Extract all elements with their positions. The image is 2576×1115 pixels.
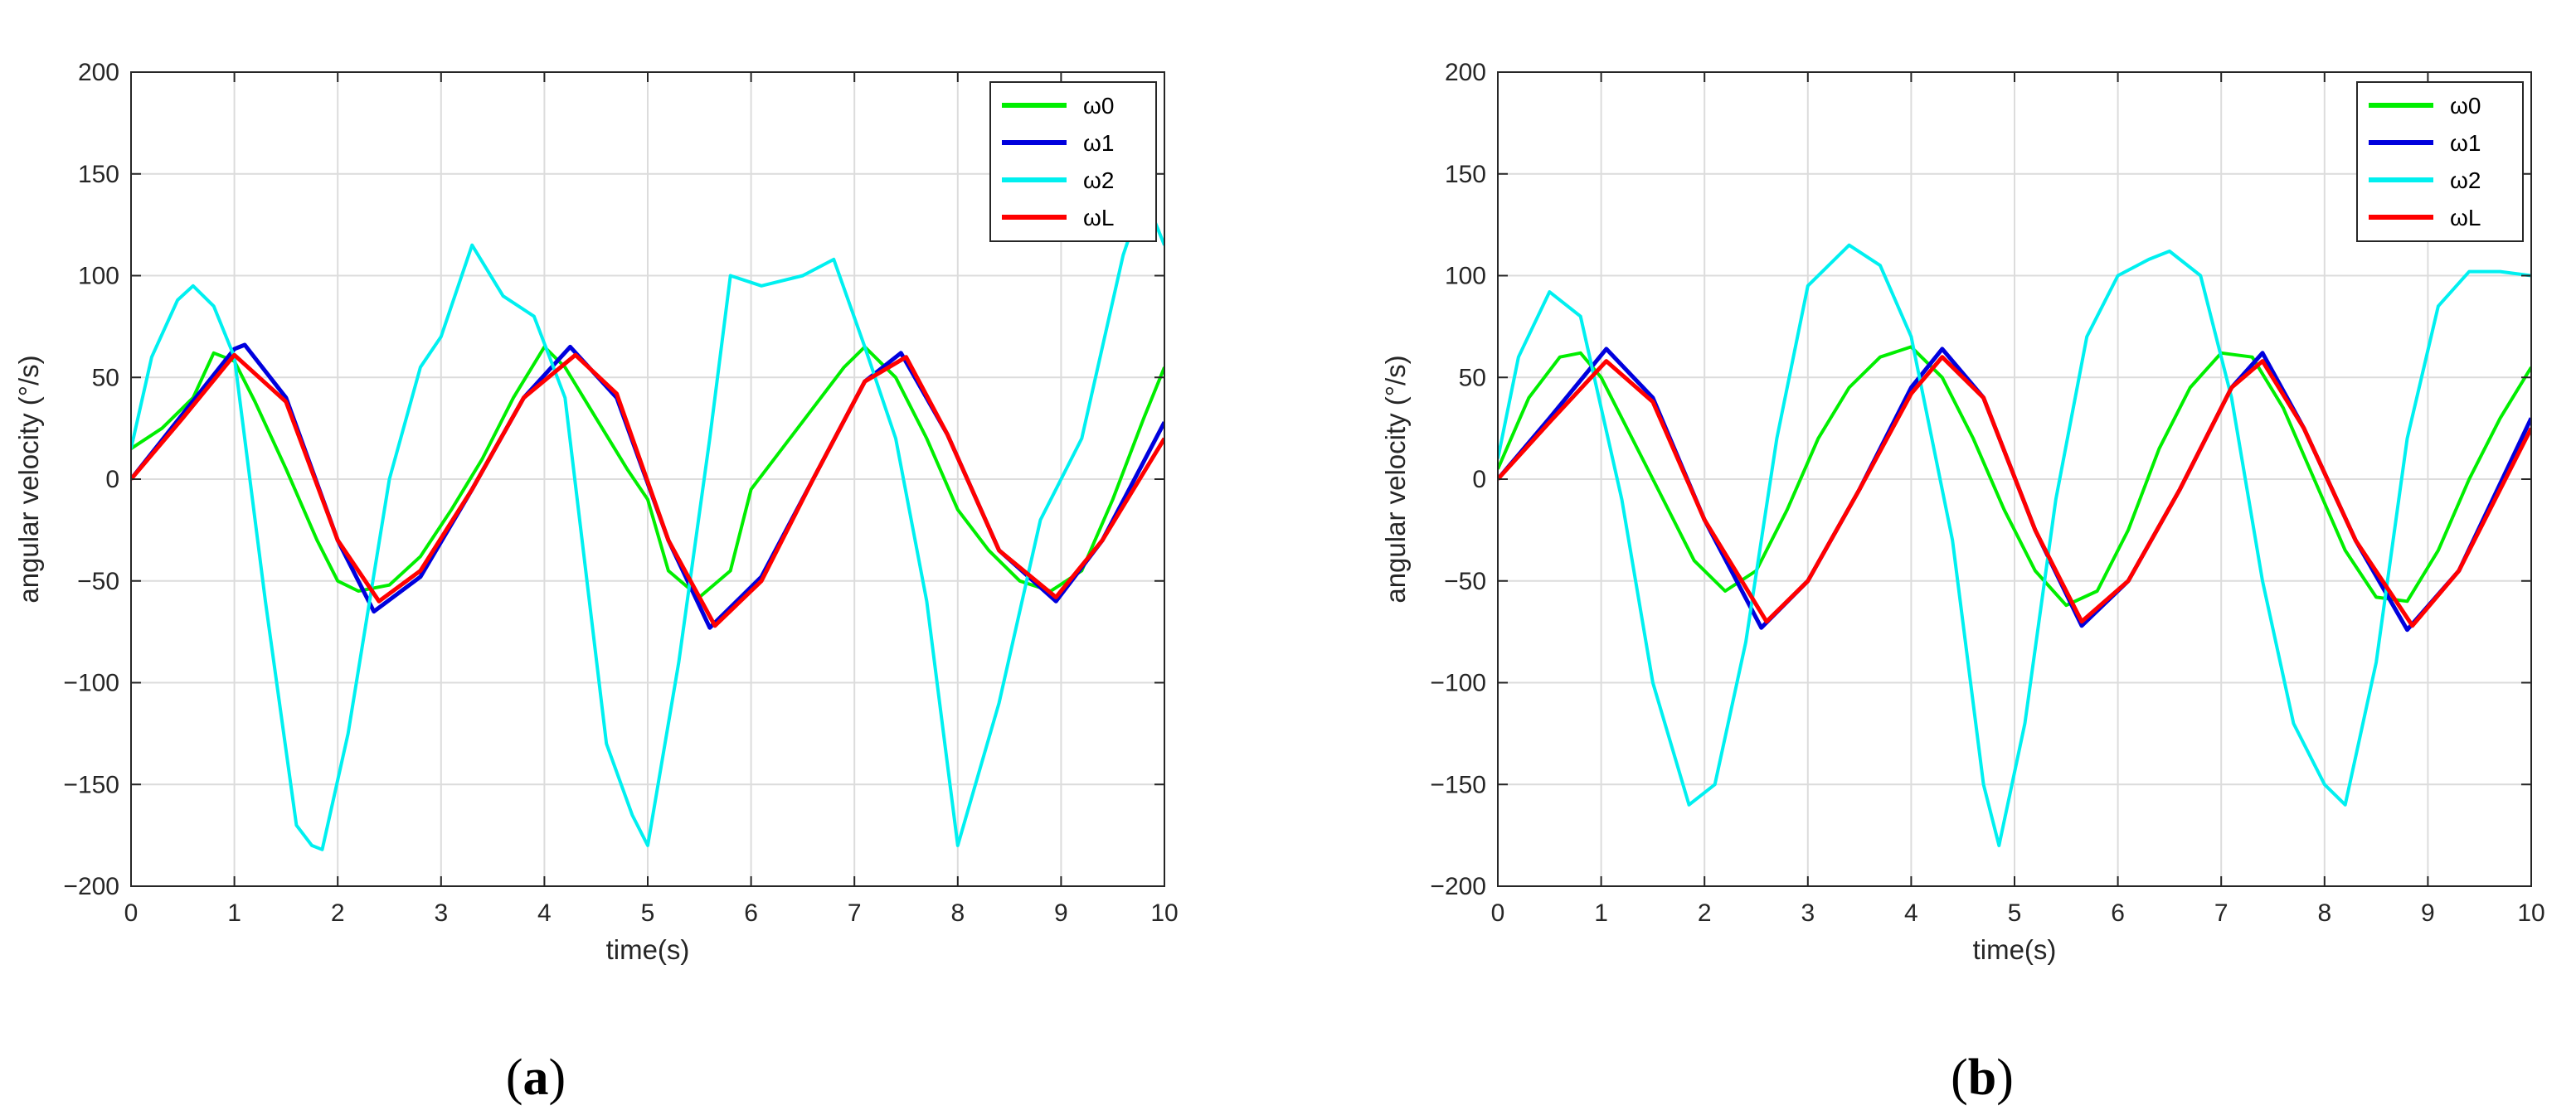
- x-tick-label: 8: [2317, 899, 2331, 927]
- x-axis-label: time(s): [606, 934, 690, 965]
- caption-a-letter: a: [523, 1050, 549, 1106]
- x-tick-label: 1: [227, 899, 241, 927]
- x-tick-label: 4: [1904, 899, 1918, 927]
- series-line-ω2: [131, 192, 1164, 851]
- series-line-ω0: [1498, 345, 2531, 608]
- y-tick-label: −50: [1444, 568, 1486, 595]
- legend-label-ω2: ω2: [1083, 167, 1114, 193]
- series-group: [1498, 243, 2531, 847]
- x-tick-label: 10: [2517, 899, 2544, 927]
- series-group: [131, 192, 1164, 851]
- series-line-ωL: [1498, 355, 2531, 628]
- x-tick-label: 0: [1491, 899, 1505, 927]
- legend-label-ω2: ω2: [2450, 167, 2481, 193]
- legend-label-ωL: ωL: [1083, 205, 1114, 230]
- x-tick-label: 9: [1054, 899, 1068, 927]
- y-tick-label: 100: [78, 263, 119, 290]
- x-tick-label: 6: [2111, 899, 2125, 927]
- x-tick-label: 10: [1150, 899, 1178, 927]
- x-tick-label: 6: [744, 899, 758, 927]
- series-line-ωL: [131, 352, 1164, 628]
- y-axis-label: angular velocity (°/s): [1380, 355, 1411, 603]
- caption-b-letter: b: [1968, 1050, 1996, 1106]
- x-tick-label: 5: [2008, 899, 2022, 927]
- legend-label-ωL: ωL: [2450, 205, 2481, 230]
- x-tick-label: 8: [950, 899, 965, 927]
- x-tick-label: 9: [2421, 899, 2435, 927]
- y-tick-label: 100: [1445, 263, 1486, 290]
- y-tick-label: −100: [63, 670, 119, 697]
- chart-panel-a: 0 1 2 3 4 5 6 7 8 9 10 200 150 100 50 0 −50 −100 −150 −200 t…: [13, 59, 1179, 965]
- x-tick-label: 7: [2214, 899, 2228, 927]
- x-tick-label: 2: [1698, 899, 1712, 927]
- x-tick-label: 7: [848, 899, 862, 927]
- y-tick-label: −200: [63, 873, 119, 900]
- chart-panel-b: 0 1 2 3 4 5 6 7 8 9 10 200 150 100 50 0 −50 −100 −150 −200 t…: [1380, 59, 2545, 965]
- series-line-ω2: [1498, 243, 2531, 847]
- y-tick-label: 0: [105, 466, 119, 493]
- legend-label-ω0: ω0: [2450, 93, 2481, 119]
- y-tick-label: 200: [1445, 59, 1486, 86]
- legend: ω0 ω1 ω2 ωL: [2356, 81, 2524, 242]
- y-tick-label: 150: [1445, 161, 1486, 188]
- y-tick-label: 50: [92, 364, 119, 391]
- caption-b: (b): [1951, 1050, 2014, 1106]
- x-tick-label: 1: [1594, 899, 1608, 927]
- x-tick-label: 4: [537, 899, 552, 927]
- legend: ω0 ω1 ω2 ωL: [989, 81, 1157, 242]
- x-axis-label: time(s): [1973, 934, 2057, 965]
- x-tick-label: 5: [641, 899, 655, 927]
- y-tick-label: 0: [1472, 466, 1486, 493]
- series-line-ω0: [131, 345, 1164, 599]
- y-tick-label: −100: [1430, 670, 1486, 697]
- y-tick-label: −150: [1430, 771, 1486, 798]
- y-axis-label: angular velocity (°/s): [13, 355, 44, 603]
- x-tick-label: 3: [434, 899, 448, 927]
- legend-label-ω1: ω1: [1083, 130, 1114, 156]
- caption-a: (a): [506, 1050, 566, 1106]
- legend-label-ω1: ω1: [2450, 130, 2481, 156]
- y-tick-label: −150: [63, 771, 119, 798]
- y-tick-label: 150: [78, 161, 119, 188]
- y-tick-label: −200: [1430, 873, 1486, 900]
- legend-label-ω0: ω0: [1083, 93, 1114, 119]
- x-tick-label: 0: [124, 899, 139, 927]
- y-tick-label: 50: [1459, 364, 1486, 391]
- x-tick-label: 3: [1801, 899, 1815, 927]
- y-tick-label: 200: [78, 59, 119, 86]
- x-tick-label: 2: [331, 899, 345, 927]
- y-tick-label: −50: [77, 568, 119, 595]
